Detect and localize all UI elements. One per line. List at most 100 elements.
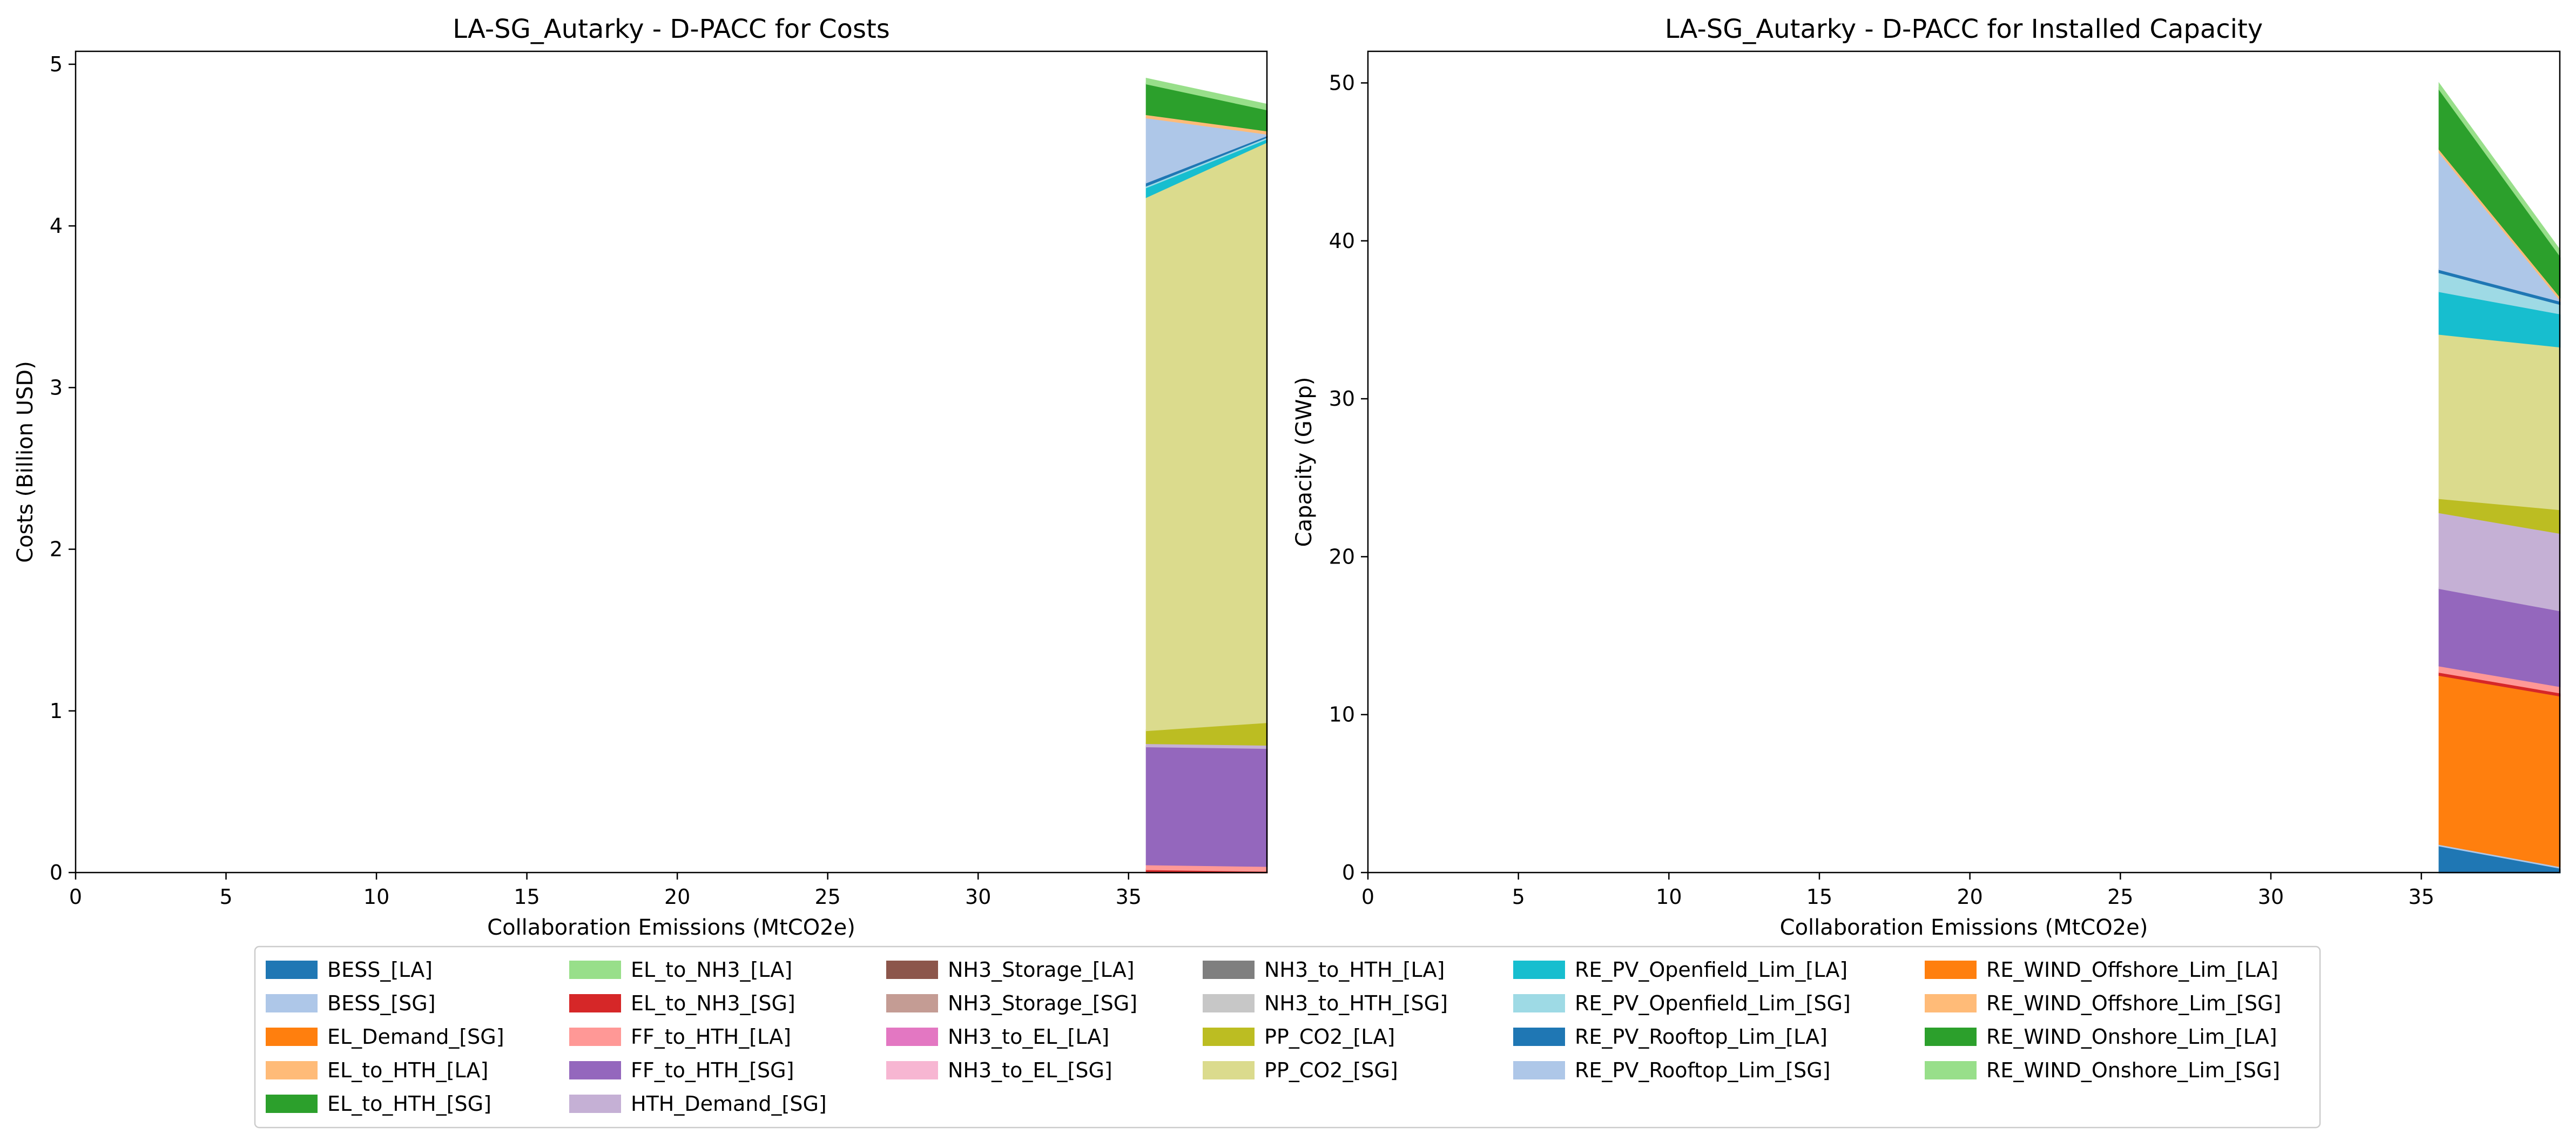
legend-item-re-wind-offshore-lim-sg: RE_WIND_Offshore_Lim_[SG] (1925, 991, 2281, 1015)
legend-swatch (1513, 994, 1565, 1012)
legend-swatch (886, 1061, 938, 1079)
legend-item-re-wind-onshore-lim-la: RE_WIND_Onshore_Lim_[LA] (1925, 1025, 2277, 1049)
legend-label: PP_CO2_[SG] (1264, 1058, 1398, 1082)
capacity-y-tick-label: 10 (1329, 703, 1355, 727)
legend-label: RE_PV_Openfield_Lim_[LA] (1575, 958, 1847, 982)
legend-label: NH3_to_EL_[SG] (948, 1058, 1112, 1082)
costs-chart: 0 5 10 15 20 25 30 35 0 1 2 3 4 5 LA-SG_Autarky - D-PA… (13, 14, 1268, 940)
legend-label: EL_to_HTH_[LA] (327, 1058, 488, 1082)
costs-y-tick-label: 2 (50, 538, 63, 561)
legend-item-el-to-hth-sg: EL_to_HTH_[SG] (266, 1092, 491, 1116)
legend-swatch (266, 1061, 318, 1079)
legend-item-nh3-storage-sg: NH3_Storage_[SG] (886, 991, 1137, 1015)
legend-item-nh3-to-el-sg: NH3_to_EL_[SG] (886, 1058, 1112, 1082)
capacity-axes-frame (1367, 50, 2561, 874)
legend-swatch (1925, 961, 1977, 979)
legend-item-el-demand-sg: EL_Demand_[SG] (266, 1025, 504, 1049)
legend-item-bess-sg: BESS_[SG] (266, 991, 436, 1015)
legend-item-bess-la: BESS_[LA] (266, 958, 433, 982)
legend-swatch (1203, 994, 1255, 1012)
capacity-x-tick-label: 0 (1361, 885, 1374, 909)
legend-label: EL_to_NH3_[SG] (631, 991, 795, 1015)
legend-swatch (886, 1028, 938, 1046)
costs-x-tick-label: 15 (514, 885, 540, 909)
legend-swatch (1513, 1061, 1565, 1079)
capacity-x-tick-label: 15 (1806, 885, 1832, 909)
costs-y-tick-label: 3 (50, 375, 63, 399)
legend-label: RE_PV_Openfield_Lim_[SG] (1575, 991, 1851, 1015)
costs-x-tick-label: 30 (965, 885, 991, 909)
legend-label: BESS_[SG] (327, 991, 436, 1015)
legend-swatch (569, 1095, 621, 1113)
legend-label: RE_WIND_Offshore_Lim_[LA] (1986, 958, 2278, 982)
legend-item-nh3-to-el-la: NH3_to_EL_[LA] (886, 1025, 1109, 1049)
costs-x-axis-label: Collaboration Emissions (MtCO2e) (487, 915, 855, 940)
legend-label: RE_PV_Rooftop_Lim_[SG] (1575, 1058, 1830, 1082)
capacity-x-tick-label: 35 (2408, 885, 2434, 909)
legend-swatch (569, 1028, 621, 1046)
capacity-y-axis-label: Capacity (GWp) (1292, 377, 1317, 547)
legend-item-re-wind-onshore-lim-sg: RE_WIND_Onshore_Lim_[SG] (1925, 1058, 2280, 1082)
legend-item-ff-to-hth-la: FF_to_HTH_[LA] (569, 1025, 791, 1049)
legend-swatch (1203, 1028, 1255, 1046)
costs-y-tick-label: 4 (50, 214, 63, 238)
capacity-area-el-demand-sg (2438, 674, 2561, 868)
legend-swatch (1513, 961, 1565, 979)
legend-label: PP_CO2_[LA] (1264, 1025, 1395, 1049)
legend-label: RE_PV_Rooftop_Lim_[LA] (1575, 1025, 1828, 1049)
capacity-chart-title: LA-SG_Autarky - D-PACC for Installed Cap… (1665, 14, 2263, 44)
legend-swatch (886, 994, 938, 1012)
legend-label: FF_to_HTH_[SG] (631, 1058, 794, 1082)
legend-swatch (1203, 1061, 1255, 1079)
costs-x-tick-label: 5 (219, 885, 232, 909)
legend-label: EL_to_NH3_[LA] (631, 958, 792, 982)
legend-item-nh3-to-hth-sg: NH3_to_HTH_[SG] (1203, 991, 1448, 1015)
legend-label: NH3_to_EL_[LA] (948, 1025, 1109, 1049)
legend-label: EL_Demand_[SG] (327, 1025, 504, 1049)
legend-label: RE_WIND_Onshore_Lim_[LA] (1986, 1025, 2277, 1049)
costs-y-tick-label: 0 (50, 861, 63, 884)
legend-swatch (886, 961, 938, 979)
capacity-x-tick-label: 10 (1656, 885, 1682, 909)
legend-label: FF_to_HTH_[LA] (631, 1025, 791, 1049)
legend-swatch (569, 961, 621, 979)
capacity-y-tick-label: 50 (1329, 71, 1355, 95)
costs-axes-frame (75, 50, 1268, 874)
capacity-y-tick-label: 0 (1342, 861, 1355, 884)
capacity-y-tick-label: 40 (1329, 229, 1355, 253)
legend-swatch (1513, 1028, 1565, 1046)
legend-swatch (266, 1028, 318, 1046)
legend-item-re-pv-rooftop-lim-sg: RE_PV_Rooftop_Lim_[SG] (1513, 1058, 1830, 1082)
costs-area-pp-co2-sg (1145, 140, 1268, 732)
costs-x-tick-label: 25 (814, 885, 840, 909)
capacity-y-tick-label: 20 (1329, 545, 1355, 568)
capacity-x-axis-label: Collaboration Emissions (MtCO2e) (1780, 915, 2148, 940)
legend-item-el-to-hth-la: EL_to_HTH_[LA] (266, 1058, 488, 1082)
legend-item-hth-demand-sg: HTH_Demand_[SG] (569, 1092, 827, 1116)
costs-x-tick-label: 0 (69, 885, 82, 909)
costs-y-axis-label: Costs (Billion USD) (13, 361, 38, 563)
legend-item-nh3-to-hth-la: NH3_to_HTH_[LA] (1203, 958, 1445, 982)
legend-swatch (1925, 994, 1977, 1012)
capacity-chart: 0 5 10 15 20 25 30 35 0 10 20 30 40 50 LA-SG_Autarky -… (1292, 14, 2561, 940)
legend-swatch (1925, 1061, 1977, 1079)
legend-label: RE_WIND_Onshore_Lim_[SG] (1986, 1058, 2280, 1082)
costs-x-tick-label: 35 (1116, 885, 1142, 909)
capacity-x-tick-label: 20 (1957, 885, 1982, 909)
legend-item-ff-to-hth-sg: FF_to_HTH_[SG] (569, 1058, 794, 1082)
costs-x-tick-label: 20 (664, 885, 690, 909)
costs-y-tick-label: 1 (50, 699, 63, 723)
capacity-area-pp-co2-sg (2438, 333, 2561, 511)
legend-swatch (266, 961, 318, 979)
costs-y-tick-label: 5 (50, 52, 63, 76)
legend-label: NH3_Storage_[LA] (948, 958, 1135, 982)
legend-item-re-pv-openfield-lim-sg: RE_PV_Openfield_Lim_[SG] (1513, 991, 1851, 1015)
costs-area-ff-to-hth-sg (1145, 746, 1268, 867)
legend-label: NH3_Storage_[SG] (948, 991, 1137, 1015)
legend-item-nh3-storage-la: NH3_Storage_[LA] (886, 958, 1135, 982)
legend-label: NH3_to_HTH_[LA] (1264, 958, 1445, 982)
legend-item-pp-co2-la: PP_CO2_[LA] (1203, 1025, 1395, 1049)
legend-item-el-to-nh3-la: EL_to_NH3_[LA] (569, 958, 792, 982)
